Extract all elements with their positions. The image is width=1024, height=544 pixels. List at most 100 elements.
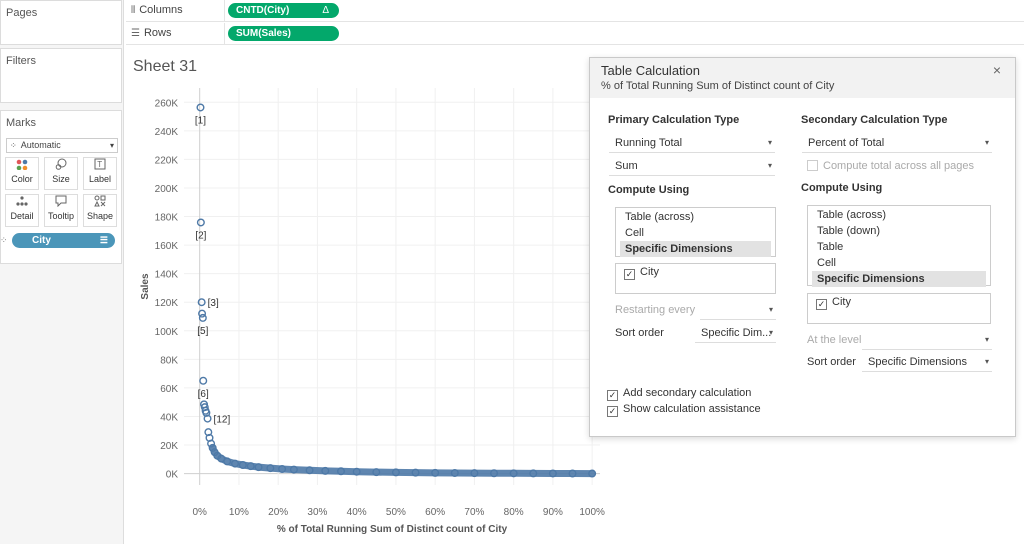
marks-title: Marks bbox=[6, 117, 36, 129]
list-item-selected[interactable]: Specific Dimensions bbox=[620, 241, 771, 257]
secondary-calc-type-dropdown[interactable]: Percent of Total ▾ bbox=[802, 133, 992, 153]
primary-calc-heading: Primary Calculation Type bbox=[608, 114, 740, 126]
chevron-down-icon: ▾ bbox=[767, 161, 772, 170]
list-item-selected[interactable]: Specific Dimensions bbox=[812, 271, 986, 287]
point-label: [5] bbox=[197, 326, 208, 337]
add-secondary-calc-label: Add secondary calculation bbox=[623, 387, 752, 399]
secondary-calc-heading: Secondary Calculation Type bbox=[801, 114, 948, 126]
city-detail-pill[interactable]: ⁘ City ☰ bbox=[0, 233, 115, 248]
primary-dimensions-list: ✓ City bbox=[615, 263, 776, 294]
rows-pill-label: SUM(Sales) bbox=[236, 28, 292, 39]
secondary-sort-order-label: Sort order bbox=[807, 356, 856, 368]
y-tick-label: 80K bbox=[160, 355, 178, 366]
x-tick-label: 10% bbox=[229, 507, 249, 518]
show-calc-assistance-checkbox[interactable]: ✓ Show calculation assistance bbox=[607, 402, 761, 417]
list-item[interactable]: Cell bbox=[817, 257, 836, 269]
tooltip-icon bbox=[45, 195, 77, 211]
rows-icon: ☰ bbox=[131, 28, 140, 39]
label-icon: T bbox=[84, 158, 116, 174]
y-tick-label: 180K bbox=[155, 213, 179, 224]
restarting-every-label: Restarting every bbox=[615, 304, 696, 316]
at-the-level-label: At the level bbox=[807, 334, 862, 346]
columns-pill[interactable]: CNTD(City) Δ bbox=[228, 3, 339, 18]
y-tick-label: 60K bbox=[160, 384, 178, 395]
sheet-title: Sheet 31 bbox=[133, 58, 198, 75]
filters-title: Filters bbox=[6, 55, 36, 67]
close-icon[interactable]: × bbox=[992, 62, 1001, 78]
chevron-down-icon: ▾ bbox=[109, 141, 114, 150]
tooltip-button[interactable]: Tooltip bbox=[44, 194, 78, 227]
list-item[interactable]: Table bbox=[817, 241, 844, 253]
data-point bbox=[203, 414, 212, 423]
primary-compute-using-list[interactable]: Table (across) Cell Specific Dimensions bbox=[615, 207, 776, 257]
label-button[interactable]: T Label bbox=[83, 157, 117, 190]
shape-icon bbox=[84, 195, 116, 211]
checkbox-icon bbox=[807, 160, 818, 171]
compute-total-label: Compute total across all pages bbox=[823, 160, 975, 172]
dialog-header: Table Calculation % of Total Running Sum… bbox=[590, 58, 1015, 98]
secondary-sort-order-value: Specific Dimensions bbox=[868, 356, 968, 368]
primary-calc-type-dropdown[interactable]: Running Total ▾ bbox=[609, 133, 775, 153]
table-calculation-dialog: Table Calculation % of Total Running Sum… bbox=[589, 57, 1016, 437]
list-item[interactable]: Cell bbox=[625, 227, 644, 239]
detail-icon bbox=[6, 195, 38, 211]
secondary-sort-order-dropdown[interactable]: Specific Dimensions ▾ bbox=[862, 352, 992, 372]
at-the-level-dropdown[interactable]: ▾ bbox=[862, 330, 992, 350]
y-tick-label: 20K bbox=[160, 441, 178, 452]
x-tick-label: 20% bbox=[268, 507, 288, 518]
aggregation-value: Sum bbox=[615, 160, 638, 172]
point-label: [3] bbox=[208, 298, 219, 309]
list-item[interactable]: Table (down) bbox=[817, 225, 880, 237]
restarting-every-dropdown[interactable]: ▾ bbox=[700, 300, 776, 320]
secondary-compute-using-list[interactable]: Table (across) Table (down) Table Cell S… bbox=[807, 205, 991, 287]
secondary-dimensions-list: ✓ City bbox=[807, 293, 991, 324]
point-label: [6] bbox=[198, 389, 209, 400]
primary-sort-order-value: Specific Dim... bbox=[701, 327, 772, 339]
data-point bbox=[202, 408, 211, 417]
size-icon bbox=[45, 158, 77, 174]
primary-sort-order-dropdown[interactable]: Specific Dim... ▾ bbox=[695, 323, 776, 343]
x-tick-label: 30% bbox=[307, 507, 327, 518]
show-calc-assistance-label: Show calculation assistance bbox=[623, 403, 761, 415]
columns-shelf: ⫴ Columns CNTD(City) Δ bbox=[126, 0, 1024, 22]
primary-calc-type-value: Running Total bbox=[615, 137, 683, 149]
color-button[interactable]: Color bbox=[5, 157, 39, 190]
filters-card[interactable]: Filters bbox=[0, 48, 122, 103]
chevron-down-icon: ▾ bbox=[768, 328, 773, 337]
detail-button[interactable]: Detail bbox=[5, 194, 39, 227]
shape-button[interactable]: Shape bbox=[83, 194, 117, 227]
aggregation-dropdown[interactable]: Sum ▾ bbox=[609, 156, 775, 176]
point-label: [2] bbox=[195, 230, 206, 241]
data-point bbox=[198, 309, 207, 318]
shelf-divider bbox=[224, 0, 225, 22]
y-tick-label: 200K bbox=[155, 184, 179, 195]
primary-city-checkbox[interactable]: ✓ City bbox=[624, 265, 659, 280]
left-panel: Pages Filters Marks ⁘ Automatic ▾ Color … bbox=[0, 0, 124, 544]
rows-pill[interactable]: SUM(Sales) bbox=[228, 26, 339, 41]
size-button[interactable]: Size bbox=[44, 157, 78, 190]
list-item[interactable]: Table (across) bbox=[817, 209, 887, 221]
city-pill-label: City bbox=[32, 235, 51, 246]
detail-label: Detail bbox=[10, 211, 34, 221]
x-tick-label: 70% bbox=[464, 507, 484, 518]
compute-total-checkbox[interactable]: Compute total across all pages bbox=[807, 159, 974, 173]
mark-type-dropdown[interactable]: ⁘ Automatic ▾ bbox=[6, 138, 118, 153]
y-tick-label: 120K bbox=[155, 298, 179, 309]
secondary-city-checkbox[interactable]: ✓ City bbox=[816, 295, 851, 310]
add-secondary-calc-checkbox[interactable]: ✓ Add secondary calculation bbox=[607, 386, 752, 401]
primary-sort-order-label: Sort order bbox=[615, 327, 664, 339]
checkbox-icon: ✓ bbox=[816, 299, 827, 310]
checkbox-icon: ✓ bbox=[607, 390, 618, 401]
dense-points-band bbox=[209, 444, 596, 478]
sort-icon: ☰ bbox=[99, 235, 108, 245]
pages-card[interactable]: Pages bbox=[0, 0, 122, 45]
y-tick-label: 0K bbox=[166, 470, 179, 481]
x-tick-label: 90% bbox=[543, 507, 563, 518]
list-item[interactable]: Table (across) bbox=[625, 211, 695, 223]
dialog-subtitle: % of Total Running Sum of Distinct count… bbox=[601, 80, 835, 92]
marks-card: Marks ⁘ Automatic ▾ Color Size T Label D… bbox=[0, 110, 122, 264]
automatic-mark-icon: ⁘ bbox=[10, 141, 17, 150]
x-tick-label: 50% bbox=[386, 507, 406, 518]
secondary-city-label: City bbox=[832, 296, 851, 308]
point-label: [12] bbox=[214, 415, 231, 426]
